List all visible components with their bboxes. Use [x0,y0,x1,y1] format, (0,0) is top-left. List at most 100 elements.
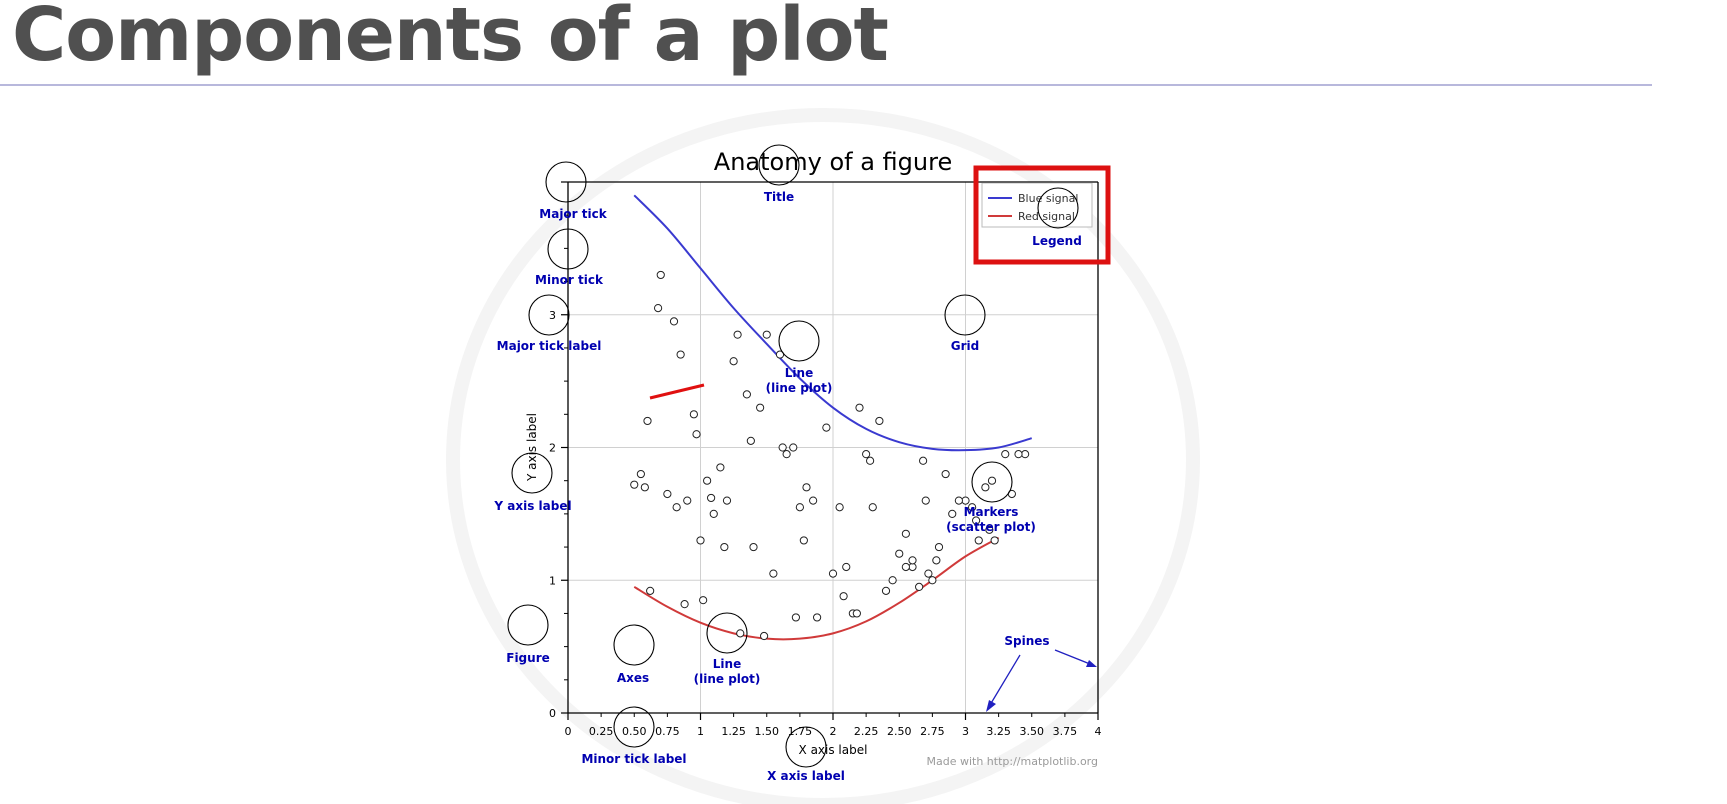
annotation-markers-2: (scatter plot) [946,520,1036,534]
scatter-point-57 [680,600,689,609]
scatter-point-53 [968,503,977,512]
x-minor-tick-label-1: 0.50 [622,725,647,738]
annotation-grid: Grid [951,339,979,353]
scatter-point-6 [703,476,712,485]
scatter-point-82 [932,556,941,565]
x-minor-tick-label-0: 0.25 [589,725,614,738]
x-major-tick-label-1: 1 [697,725,704,738]
scatter-point-61 [791,613,801,622]
x-minor-tick-label-3: 1.25 [721,725,746,738]
scatter-point-16 [802,483,811,492]
scatter-point-51 [915,582,924,591]
annotation-line-lower-1: Line [713,657,741,671]
scatter-point-65 [901,562,910,572]
scatter-point-43 [769,569,778,578]
spines-arrows [986,649,1097,712]
annotation-figure: Figure [506,651,550,665]
scatter-point-76 [636,469,645,479]
x-minor-tick-label-10: 3.50 [1020,725,1045,738]
scatter-point-15 [795,503,804,512]
chart-title: Anatomy of a figure [714,148,952,176]
scatter-point-34 [1021,450,1030,459]
scatter-point-28 [941,469,950,479]
tick-marks [561,181,1099,720]
pen-stroke [649,383,705,400]
scatter-point-68 [990,536,999,545]
annotation-circle-line-upper [778,320,820,362]
scatter-point-64 [881,586,891,595]
scatter-point-7 [709,509,718,518]
annotation-line-lower-2: (line plot) [694,672,761,686]
scatter-point-42 [749,542,758,552]
scatter-point-81 [866,456,875,465]
annotation-y-axis-label: Y axis label [493,499,571,513]
annotation-circle-line-lower [706,612,748,654]
scatter-point-37 [663,489,672,499]
scatter-point-83 [985,525,994,534]
x-minor-tick-label-2: 0.75 [655,725,680,738]
scatter-point-66 [924,569,933,578]
annotation-circle-grid [944,294,986,336]
scatter-point-9 [733,330,742,339]
annotation-circle-axes [613,624,655,666]
tick-labels: 0 1 2 3 4 0.25 0.50 0.75 1.25 1.50 1.75 2.25 2.50 2.7… [549,309,1102,738]
scatter-point-63 [839,592,848,601]
annotation-minor-tick: Minor tick [535,273,604,287]
x-minor-tick-label-7: 2.50 [887,725,912,738]
x-minor-tick-label-8: 2.75 [920,725,945,738]
scatter-point-78 [707,493,716,503]
scatter-point-32 [987,476,997,485]
scatter-point-20 [855,403,864,412]
matplotlib-credit: Made with http://matplotlib.org [927,755,1099,768]
legend-highlight-box [973,165,1111,265]
scatter-point-77 [672,503,681,512]
slide-title: Components of a plot [12,0,889,78]
annotation-circle-x-axis-label [785,726,827,768]
x-major-tick-label-0: 0 [565,725,572,738]
scatter-point-56 [646,586,655,595]
scatter-point-1 [654,304,663,313]
scatter-point-46 [828,569,838,578]
scatter-point-29 [948,509,957,518]
annotation-circle-y-axis-label [511,452,553,494]
scatter-point-5 [692,430,701,439]
annotation-circle-markers [971,461,1013,503]
scatter-point-19 [842,562,851,572]
scatter-point-73 [852,609,861,618]
scatter-point-27 [928,576,937,585]
scatter-point-4 [689,410,698,419]
annotation-axes: Axes [617,671,649,685]
scatter-markers [630,270,1030,641]
scatter-point-59 [736,629,745,638]
annotation-circle-minor-tick [547,228,589,270]
annotation-line-upper-2: (line plot) [766,381,833,395]
annotation-circle-minor-tick-label [613,706,655,748]
x-major-tick-label-3: 3 [962,725,969,738]
scatter-point-67 [954,496,963,505]
scatter-point-17 [822,423,831,432]
annotation-circle-legend [1037,187,1079,229]
annotation-circle-major-tick-label [528,294,570,336]
legend-label-blue: Blue signal [1018,192,1078,205]
annotation-legend: Legend [1032,234,1082,248]
scatter-point-25 [908,562,917,572]
annotation-x-axis-label: X axis label [767,769,845,783]
x-minor-tick-label-5: 1.75 [788,725,813,738]
scatter-point-14 [789,443,798,452]
scatter-point-3 [676,350,685,359]
scatter-point-70 [640,483,649,492]
title-divider [0,84,1652,86]
scatter-point-52 [934,542,944,552]
x-minor-tick-label-4: 1.50 [755,725,780,738]
scatter-point-33 [1001,450,1010,459]
scatter-point-74 [919,456,928,465]
scatter-point-62 [813,613,822,622]
scatter-point-50 [908,556,917,565]
scatter-point-75 [972,516,981,525]
scatter-point-71 [720,542,729,552]
scatter-point-44 [782,450,791,459]
scatter-point-41 [722,496,732,505]
y-major-tick-label-3: 3 [549,309,556,322]
y-major-tick-label-2: 2 [549,442,556,455]
